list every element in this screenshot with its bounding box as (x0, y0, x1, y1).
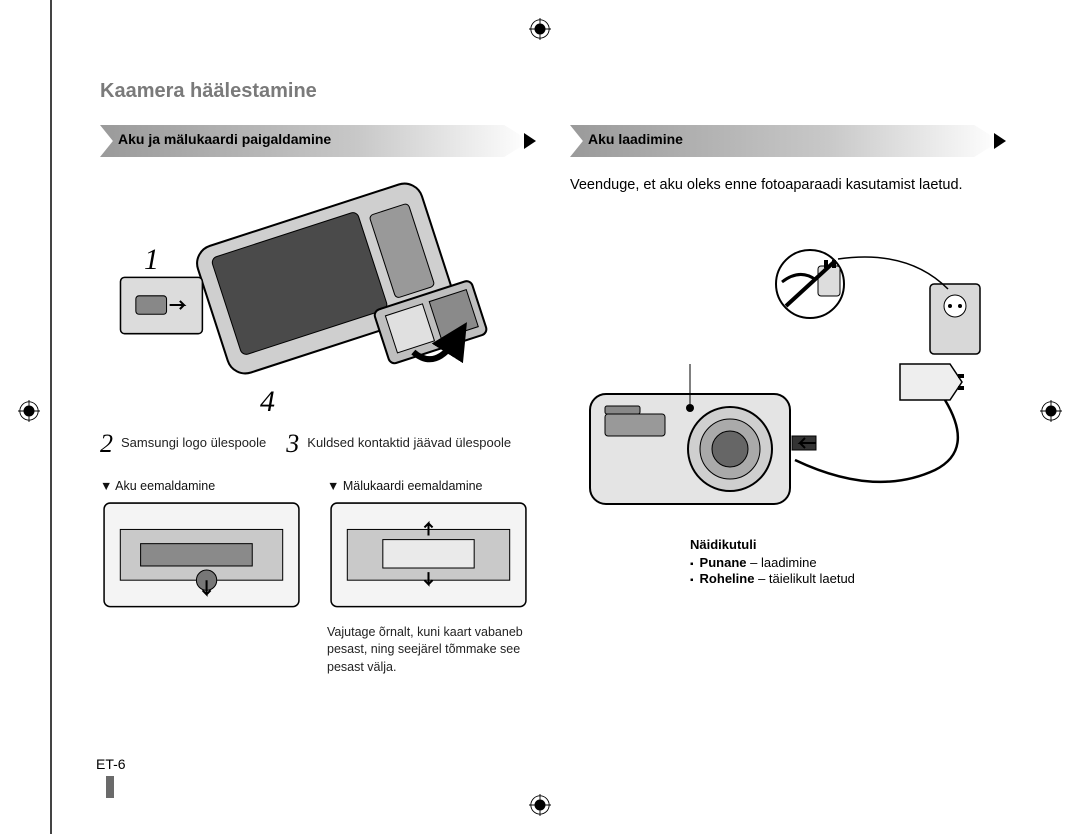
remove-battery-illustration (100, 499, 303, 611)
arrow-right-icon (994, 133, 1006, 149)
camera-charging-illustration (570, 214, 1000, 514)
step-number-4: 4 (260, 385, 275, 419)
right-column: Aku laadimine Veenduge, et aku oleks enn… (570, 125, 1000, 676)
remove-battery-block: ▼ Aku eemaldamine (100, 479, 303, 676)
remove-battery-heading: ▼ Aku eemaldamine (100, 479, 303, 493)
indicator-light-block: Näidikutuli Punane – laadimine Roheline … (690, 537, 1000, 586)
step-number-3: 3 (286, 431, 299, 457)
indicator-title: Näidikutuli (690, 537, 1000, 552)
step-number-1: 1 (144, 243, 159, 277)
registration-mark-icon (529, 794, 551, 816)
camera-battery-install-illustration (100, 175, 530, 421)
step-3-text: Kuldsed kontaktid jäävad ülespoole (307, 431, 511, 457)
step-number-2: 2 (100, 431, 113, 457)
registration-mark-icon (1040, 400, 1062, 422)
page-title: Kaamera häälestamine (100, 80, 1000, 103)
section-header-install: Aku ja mälukaardi paigaldamine (100, 125, 530, 157)
left-column: Aku ja mälukaardi paigaldamine (100, 125, 530, 676)
step-2-text: Samsungi logo ülespoole (121, 431, 266, 457)
remove-card-illustration (327, 499, 530, 611)
step-2: 2 Samsungi logo ülespoole (100, 431, 266, 457)
step-3: 3 Kuldsed kontaktid jäävad ülespoole (286, 431, 511, 457)
page-number: ET-6 (96, 756, 126, 772)
page-number-bar (106, 776, 114, 798)
section-header-charge: Aku laadimine (570, 125, 1000, 157)
binding-edge (50, 0, 52, 834)
indicator-red: Punane – laadimine (690, 555, 1000, 570)
remove-card-heading: ▼ Mälukaardi eemaldamine (327, 479, 530, 493)
section-title-charge: Aku laadimine (588, 131, 683, 147)
charge-intro-text: Veenduge, et aku oleks enne fotoaparaadi… (570, 175, 1000, 196)
remove-card-block: ▼ Mälukaardi eemaldamine Vajutage õrnalt… (327, 479, 530, 676)
registration-mark-icon (18, 400, 40, 422)
registration-mark-icon (529, 18, 551, 40)
section-title-install: Aku ja mälukaardi paigaldamine (118, 131, 331, 147)
indicator-green: Roheline – täielikult laetud (690, 571, 1000, 586)
arrow-right-icon (524, 133, 536, 149)
remove-card-caption: Vajutage õrnalt, kuni kaart vabaneb pesa… (327, 624, 530, 677)
